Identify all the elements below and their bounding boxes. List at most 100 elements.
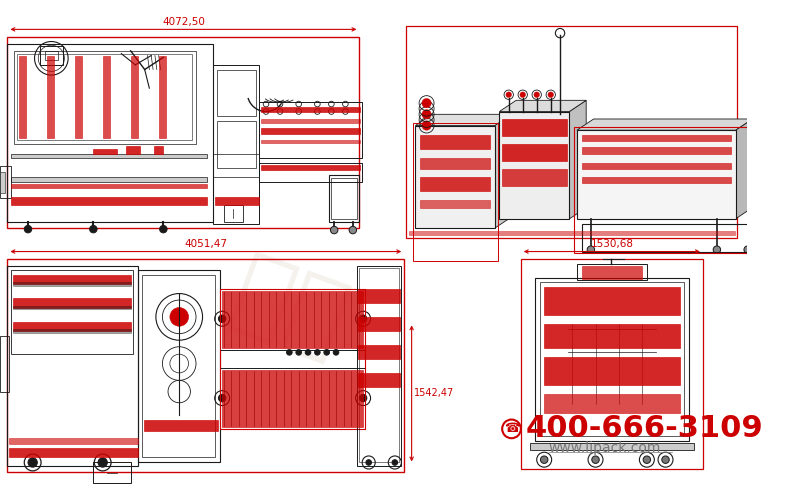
Bar: [222, 290, 363, 348]
Bar: [502, 144, 566, 161]
Bar: [413, 122, 498, 261]
Circle shape: [306, 350, 311, 355]
Bar: [415, 126, 494, 228]
Polygon shape: [499, 100, 586, 112]
Bar: [530, 443, 694, 450]
Text: 光炬: 光炬: [220, 245, 358, 370]
Bar: [46, 56, 54, 138]
Bar: [259, 102, 362, 158]
Bar: [406, 26, 738, 238]
Bar: [94, 149, 117, 154]
Bar: [94, 462, 130, 483]
Bar: [7, 44, 213, 222]
Circle shape: [98, 458, 107, 467]
Bar: [217, 121, 256, 168]
Bar: [262, 164, 360, 170]
Circle shape: [170, 308, 189, 326]
Bar: [358, 289, 399, 303]
Text: 1530,68: 1530,68: [590, 238, 634, 248]
Bar: [544, 287, 679, 315]
Circle shape: [349, 226, 357, 234]
Bar: [0, 336, 10, 392]
Bar: [521, 259, 703, 469]
Circle shape: [662, 456, 670, 464]
Bar: [13, 322, 130, 331]
Circle shape: [534, 92, 539, 98]
Polygon shape: [577, 119, 752, 130]
Text: ☎: ☎: [504, 422, 519, 436]
Bar: [502, 119, 566, 136]
Circle shape: [330, 226, 338, 234]
Bar: [544, 357, 679, 385]
Bar: [499, 112, 570, 219]
Bar: [577, 130, 735, 219]
Circle shape: [24, 226, 32, 233]
Bar: [11, 184, 207, 188]
Circle shape: [218, 315, 226, 322]
Circle shape: [359, 394, 367, 402]
Bar: [102, 56, 110, 138]
Polygon shape: [494, 114, 511, 228]
Bar: [11, 270, 133, 354]
Circle shape: [422, 121, 431, 130]
Bar: [224, 205, 242, 222]
Text: 4051,47: 4051,47: [184, 238, 227, 248]
Bar: [357, 266, 402, 466]
Bar: [358, 345, 399, 359]
Bar: [582, 177, 731, 184]
Text: 400-666-3109: 400-666-3109: [526, 414, 763, 444]
Bar: [574, 128, 755, 254]
Bar: [359, 268, 398, 462]
Bar: [539, 282, 684, 436]
Bar: [582, 135, 731, 141]
Bar: [420, 158, 490, 170]
Bar: [13, 306, 130, 310]
Bar: [259, 163, 362, 182]
Bar: [222, 370, 363, 427]
Bar: [130, 56, 138, 138]
Bar: [13, 329, 130, 332]
Bar: [7, 266, 138, 466]
Circle shape: [541, 456, 548, 464]
Bar: [582, 266, 642, 278]
Bar: [420, 200, 490, 207]
Bar: [13, 282, 130, 286]
Bar: [358, 317, 399, 331]
Bar: [13, 275, 130, 284]
Circle shape: [359, 315, 367, 322]
Bar: [582, 147, 731, 154]
Circle shape: [392, 460, 398, 466]
Bar: [142, 275, 214, 457]
Circle shape: [506, 92, 511, 98]
Circle shape: [324, 350, 330, 355]
Text: 4072,50: 4072,50: [162, 16, 205, 26]
Bar: [220, 289, 365, 429]
Bar: [535, 278, 689, 441]
Bar: [213, 65, 259, 224]
Bar: [10, 438, 138, 444]
Bar: [577, 264, 647, 280]
Bar: [158, 56, 166, 138]
Circle shape: [520, 92, 526, 98]
Bar: [582, 163, 731, 170]
Circle shape: [28, 458, 38, 467]
Bar: [40, 46, 62, 65]
Bar: [262, 128, 360, 134]
Circle shape: [744, 246, 751, 254]
Circle shape: [548, 92, 554, 98]
Bar: [11, 154, 207, 158]
Polygon shape: [415, 114, 511, 126]
Circle shape: [587, 246, 594, 254]
Bar: [0, 166, 11, 198]
Circle shape: [314, 350, 320, 355]
Circle shape: [643, 456, 650, 464]
Bar: [544, 324, 679, 347]
Bar: [262, 119, 360, 122]
Bar: [13, 298, 130, 308]
Bar: [262, 107, 360, 112]
Circle shape: [366, 460, 371, 466]
Circle shape: [160, 226, 167, 233]
Bar: [502, 170, 566, 186]
Bar: [217, 70, 256, 116]
Bar: [144, 420, 218, 431]
